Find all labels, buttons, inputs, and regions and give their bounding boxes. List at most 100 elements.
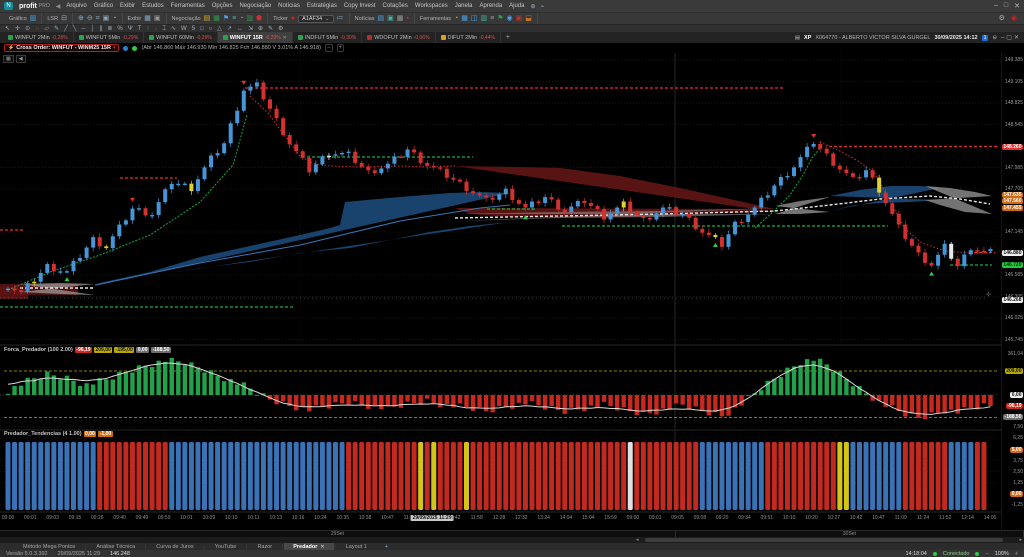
menu-item-ajuda[interactable]: Ajuda — [509, 3, 524, 9]
panel-tool-icon[interactable]: ▥ — [481, 14, 488, 24]
ticker-alert-icon[interactable]: ● — [291, 14, 295, 24]
chart-back-icon[interactable]: ◀ — [16, 55, 26, 63]
instrument-icon — [367, 35, 372, 40]
chart-tab-winfut-15r[interactable]: WINFUT 15R-0,29%✕ — [218, 32, 293, 43]
minimize-button[interactable]: – — [994, 2, 998, 10]
chart-tab-winfut-2min[interactable]: WINFUT 2Min-0,28% — [3, 32, 74, 43]
menu-item-exibir[interactable]: Exibir — [120, 3, 135, 9]
lsr-layout-icon[interactable]: ⊟ — [61, 14, 67, 24]
menu-item-gra-fico[interactable]: Gráfico — [94, 3, 113, 9]
child-close-button[interactable]: ✕ — [1014, 35, 1021, 41]
excel-export-icon[interactable]: ▦ — [213, 14, 220, 24]
chart-tab-difut-2min[interactable]: DIFUT 2Min-0,44% — [436, 32, 501, 43]
notification-badge[interactable]: 1 — [982, 35, 989, 41]
search-icon[interactable]: ⊕ — [531, 3, 536, 10]
windows-tool-icon[interactable]: ◫ — [471, 14, 478, 24]
menu-item-janela[interactable]: Janela — [455, 3, 473, 9]
maximize-button[interactable]: □ — [1004, 2, 1008, 10]
ticker-select[interactable]: A1AF34⌄ — [298, 15, 333, 23]
list-tool-icon[interactable]: ≡ — [490, 14, 494, 24]
menu-item-workspaces[interactable]: Workspaces — [415, 3, 448, 9]
workspace-tab-razor[interactable]: Razor — [248, 543, 281, 550]
add-workspace-button[interactable]: + — [376, 543, 397, 550]
toolbar-group-noti-cias: Notícias▤▣▦▪ — [350, 13, 415, 24]
menu-item-noti-cias[interactable]: Notícias — [278, 3, 300, 9]
chart-tab-indfut-5min[interactable]: INDFUT 5Min-0,30% — [293, 32, 362, 43]
dom-book-icon[interactable]: ⚑ — [223, 14, 229, 24]
menu-item-negociac-a-o[interactable]: Negociação — [239, 3, 271, 9]
alerts-icon[interactable]: ▪ — [406, 14, 408, 24]
screenshot-icon[interactable]: ▣ — [103, 14, 110, 24]
menu-item-opc-o-es[interactable]: Opções — [212, 3, 233, 9]
price-axis[interactable]: 149.385149.105148.825148.545147.985147.7… — [1001, 53, 1024, 530]
chart-tab-winfut-5min[interactable]: WINFUT 5Min-0,29% — [74, 32, 145, 43]
chart-canvas[interactable] — [0, 53, 1001, 530]
calendar-icon[interactable]: ▦ — [397, 14, 404, 24]
menu-item-copy-invest[interactable]: Copy Invest — [344, 3, 376, 9]
collapse-panel-icon[interactable]: ⊖ — [992, 35, 997, 41]
menu-item-cotac-o-es[interactable]: Cotações — [383, 3, 408, 9]
collapse-menu-icon[interactable]: ◀ — [56, 3, 61, 10]
workspace-tab-ana-lise-te-cnica[interactable]: Análise Técnica — [87, 543, 144, 550]
scrollbar-thumb[interactable] — [645, 538, 1003, 542]
zoom-out-status-button[interactable]: − — [985, 551, 988, 557]
chart-tab-winfut-60min[interactable]: WINFUT 60Min-0,29% — [144, 32, 218, 43]
date-strip: 29Set30Set — [0, 530, 1024, 537]
tv-icon[interactable]: ▣ — [387, 14, 394, 24]
menu-item-arquivo[interactable]: Arquivo — [66, 3, 86, 9]
globe-tool-icon[interactable]: ◉ — [507, 14, 513, 24]
time-axis[interactable]: 09:0009:0109:0309:1509:2609:4009:4909:59… — [0, 512, 1001, 524]
print-icon[interactable]: ▤ — [795, 35, 800, 41]
close-workspace-icon[interactable]: ✕ — [320, 544, 324, 550]
table-icon[interactable]: ▦ — [144, 14, 151, 24]
times-trades-icon[interactable]: ≡ — [232, 14, 236, 24]
order-ticket-icon[interactable]: ▤ — [204, 14, 211, 24]
zoom-in-button[interactable]: + — [337, 44, 345, 52]
share-icon[interactable]: ⌁ — [541, 3, 545, 10]
tendencias-indicator-title: Predador_Tendencias (4 1.00) 0,00-1,00 — [4, 431, 113, 437]
chart-link-blue-icon[interactable] — [123, 46, 128, 51]
menu-item-aprenda[interactable]: Aprenda — [479, 3, 502, 9]
grid-tool-icon[interactable]: ▦ — [461, 14, 468, 24]
chart-pages-icon[interactable]: ▦ — [3, 55, 14, 63]
time-axis-label: 10:13 — [270, 515, 283, 521]
time-axis-label: 09:26 — [91, 515, 104, 521]
watchlist-icon[interactable]: ≔ — [337, 14, 344, 24]
price-alert-icon[interactable]: ⊹ — [986, 291, 991, 298]
zoom-area-icon[interactable]: ⌗ — [96, 14, 100, 24]
chart-trading-icon[interactable]: ▥ — [246, 14, 253, 24]
workspace-tab-curva-de-juros[interactable]: Curva de Juros — [147, 543, 202, 550]
positions-icon[interactable]: ◔ — [239, 14, 243, 24]
menu-item-estudos[interactable]: Estudos — [142, 3, 164, 9]
zoom-out-button[interactable]: − — [325, 44, 333, 52]
zoom-in-status-button[interactable]: + — [1015, 551, 1018, 557]
time-axis-label: 09:03 — [46, 515, 59, 521]
workspace-tab-predador[interactable]: Predador✕ — [284, 543, 333, 550]
chart-tab-wdofut-2min[interactable]: WDOFUT 2Min-0,06% — [362, 32, 435, 43]
close-tab-icon[interactable]: ✕ — [283, 35, 287, 41]
zoom-in-icon[interactable]: ⊕ — [78, 14, 84, 24]
workspace-tab-youtube[interactable]: YouTube — [206, 543, 246, 550]
calc-tool-icon[interactable]: ⬓ — [525, 14, 532, 24]
workspace-tab-me-todo-mega-pontos[interactable]: Método Mega Pontos — [14, 543, 84, 550]
clock-tool-icon[interactable]: ◔ — [454, 14, 458, 24]
flag-tool-icon[interactable]: ⚑ — [497, 14, 503, 24]
replay-clock-icon[interactable]: ◔ — [112, 14, 116, 24]
risk-shield-icon[interactable]: ⬟ — [256, 14, 262, 24]
tab-change: -0,28% — [52, 35, 68, 41]
candlestick-chart-icon[interactable]: ▥ — [30, 14, 37, 24]
workspace-tab-layout-1[interactable]: Layout 1 — [337, 543, 376, 550]
record-icon[interactable]: ◉ — [1011, 14, 1017, 24]
menu-item-estrate-gias[interactable]: Estratégias — [307, 3, 337, 9]
menu-item-ferramentas[interactable]: Ferramentas — [171, 3, 205, 9]
chart-link-green-icon[interactable] — [132, 46, 137, 51]
lock-icon[interactable]: ▣ — [154, 14, 161, 24]
zoom-out-icon[interactable]: ⊖ — [87, 14, 93, 24]
child-restore-button[interactable]: ▢ — [1006, 35, 1014, 41]
close-button[interactable]: ✕ — [1014, 2, 1020, 10]
news-icon[interactable]: ▤ — [378, 14, 385, 24]
settings-gear-icon[interactable]: ⚙ — [999, 14, 1005, 24]
screener-tool-icon[interactable]: ▣ — [516, 14, 523, 24]
add-chart-tab-button[interactable]: + — [501, 34, 515, 41]
cross-order-button[interactable]: ⚡ Cross Order: WINFUT - WINM25 15R ▾ — [4, 44, 119, 52]
